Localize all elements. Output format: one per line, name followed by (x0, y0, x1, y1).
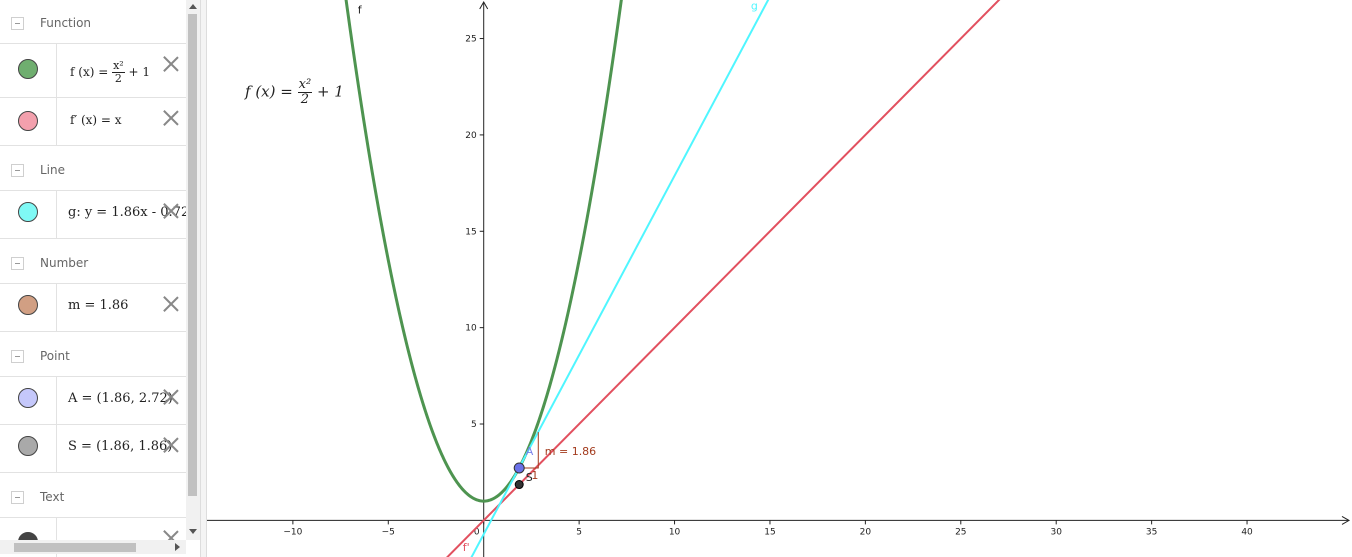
series-g (470, 0, 770, 557)
group-label: Line (40, 163, 66, 177)
visibility-toggle-A[interactable] (18, 388, 38, 408)
denominator: 2 (114, 72, 122, 85)
scroll-right-arrow-icon[interactable] (175, 543, 180, 551)
group-point: Point (0, 337, 186, 377)
delete-icon[interactable] (163, 110, 179, 126)
collapse-number-button[interactable] (11, 257, 24, 270)
delete-icon[interactable] (163, 437, 179, 453)
x-tick-label: −5 (382, 527, 395, 537)
x-tick-label: 30 (1050, 527, 1062, 537)
marble-cell (0, 377, 57, 424)
algebra-view: Function f (x) = x² 2 + 1 f′ (x) = x Line (0, 0, 200, 557)
collapse-function-button[interactable] (11, 17, 24, 30)
x-tick-label: 0 (474, 527, 480, 537)
definition-m[interactable]: m = 1.86 (68, 298, 129, 313)
group-text: Text (0, 478, 186, 518)
marble-cell (0, 98, 57, 145)
series-fprime (446, 0, 1001, 557)
row-A[interactable]: A = (1.86, 2.72) (0, 377, 186, 425)
group-function: Function (0, 4, 186, 44)
visibility-toggle-S[interactable] (18, 436, 38, 456)
group-number: Number (0, 244, 186, 284)
y-axis-arrow-icon (479, 0, 489, 10)
visibility-toggle-f[interactable] (18, 59, 38, 79)
fraction: x² 2 (112, 60, 125, 85)
x-tick-label: 15 (764, 527, 775, 537)
slope-triangle (519, 432, 539, 469)
marble-cell (0, 284, 57, 331)
numerator: x² (112, 59, 125, 73)
formula-numerator: x² (297, 77, 313, 93)
label-fprime: f' (463, 541, 470, 554)
visibility-toggle-m[interactable] (18, 295, 38, 315)
label-slope-one: 1 (531, 469, 538, 482)
marble-cell (0, 191, 57, 238)
point-A (513, 462, 525, 474)
vertical-scrollbar[interactable] (186, 0, 200, 540)
group-line: Line (0, 151, 186, 191)
y-tick-label: 20 (465, 131, 477, 141)
formula-text[interactable]: f (x) = x² 2 + 1 (245, 78, 344, 107)
group-label: Number (40, 256, 89, 270)
formula-rest: + 1 (316, 82, 344, 101)
series-f (344, 0, 623, 503)
collapse-line-button[interactable] (11, 164, 24, 177)
y-tick-label: 25 (465, 35, 476, 45)
x-tick-label: −10 (283, 527, 302, 537)
row-fprime[interactable]: f′ (x) = x (0, 98, 186, 146)
delete-icon[interactable] (163, 296, 179, 312)
group-label: Text (40, 490, 65, 504)
x-axis-arrow-icon (1341, 515, 1351, 525)
group-label: Function (40, 16, 92, 30)
y-tick-label: 10 (465, 324, 477, 334)
formula-fraction: x² 2 (297, 77, 313, 107)
label-A: A (526, 445, 534, 458)
row-f[interactable]: f (x) = x² 2 + 1 (0, 44, 186, 98)
view-divider[interactable] (200, 0, 207, 557)
formula-denominator: 2 (300, 92, 310, 107)
definition-fprime[interactable]: f′ (x) = x (70, 113, 122, 127)
x-tick-label: 5 (576, 527, 582, 537)
scroll-up-arrow-icon[interactable] (189, 4, 197, 9)
marble-cell (0, 44, 57, 97)
row-S[interactable]: S = (1.86, 1.86) (0, 425, 186, 473)
visibility-toggle-fprime[interactable] (18, 111, 38, 131)
plot-canvas[interactable]: −10 −5 0 5 10 15 20 25 30 35 40 5 10 15 20 25 f g f' ASm = … (207, 0, 1352, 557)
definition-f-lhs: f (x) = (70, 65, 109, 79)
definition-g[interactable]: g: y = 1.86x - 0.72 (68, 205, 190, 220)
delete-icon[interactable] (163, 56, 179, 72)
collapse-point-button[interactable] (11, 350, 24, 363)
label-slope: m = 1.86 (545, 445, 596, 458)
point-S (514, 480, 524, 490)
label-S: S (526, 471, 533, 484)
x-tick-label: 40 (1241, 527, 1253, 537)
label-g: g (751, 0, 758, 13)
horizontal-scroll-thumb[interactable] (14, 543, 136, 552)
delete-icon[interactable] (163, 389, 179, 405)
label-f: f (358, 3, 363, 16)
definition-f-rest: + 1 (128, 65, 151, 79)
marble-cell (0, 425, 57, 472)
definition-A[interactable]: A = (1.86, 2.72) (68, 391, 173, 406)
x-tick-label: 35 (1146, 527, 1157, 537)
definition-f[interactable]: f (x) = x² 2 + 1 (70, 60, 150, 85)
group-label: Point (40, 349, 70, 363)
formula-lhs: f (x) = (245, 82, 293, 101)
y-tick-label: 5 (471, 420, 477, 430)
y-tick-label: 15 (465, 227, 476, 237)
definition-S[interactable]: S = (1.86, 1.86) (68, 439, 173, 454)
collapse-text-button[interactable] (11, 491, 24, 504)
visibility-toggle-g[interactable] (18, 202, 38, 222)
x-tick-label: 20 (860, 527, 872, 537)
horizontal-scrollbar[interactable] (0, 540, 186, 554)
x-tick-label: 10 (669, 527, 681, 537)
row-m[interactable]: m = 1.86 (0, 284, 186, 332)
delete-icon[interactable] (163, 203, 179, 219)
scroll-down-arrow-icon[interactable] (189, 529, 197, 534)
vertical-scroll-thumb[interactable] (188, 14, 197, 496)
x-tick-label: 25 (955, 527, 966, 537)
row-g[interactable]: g: y = 1.86x - 0.72 (0, 191, 190, 239)
